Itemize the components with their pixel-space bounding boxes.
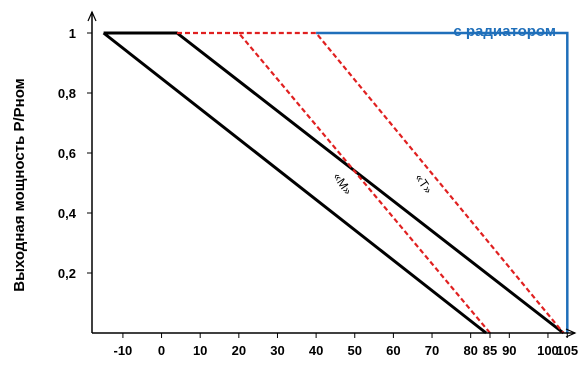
x-tick-label: 20 [232, 343, 246, 358]
x-tick-label: 80 [463, 343, 477, 358]
x-tick-label: 50 [348, 343, 362, 358]
x-axis-arrow [565, 328, 577, 338]
x-tick-label: 40 [309, 343, 323, 358]
y-tick-label: 1 [69, 26, 76, 41]
y-tick-label: 0,6 [58, 146, 76, 161]
x-tick-label: 100 [537, 343, 559, 358]
x-tick-label: 0 [158, 343, 165, 358]
x-tick-label: 60 [386, 343, 400, 358]
series-line-t_dashed [238, 31, 565, 334]
y-tick-label: 0,4 [58, 206, 77, 221]
x-tick-label: 70 [425, 343, 439, 358]
series-line-m_dashed [177, 31, 491, 334]
x-tick-label: 105 [556, 343, 578, 358]
legend-heatsink: с радиатором [453, 23, 556, 40]
x-tick-label: 10 [193, 343, 207, 358]
y-tick-label: 0,8 [58, 86, 76, 101]
x-tick-label: -10 [114, 343, 133, 358]
x-tick-label: 30 [270, 343, 284, 358]
x-tick-label: 85 [483, 343, 497, 358]
y-tick-label: 0,2 [58, 266, 76, 281]
series-label-m: «M» [330, 170, 355, 197]
series-line-m_solid [102, 31, 488, 335]
axes [87, 10, 577, 338]
y-axis-arrow [87, 10, 97, 22]
x-tick-label: 90 [502, 343, 516, 358]
plot-lines [102, 31, 569, 335]
series-line-t_solid [103, 31, 565, 335]
y-axis-title: Выходная мощность Р/Рном [11, 78, 28, 292]
series-line-heatsink [316, 31, 569, 333]
